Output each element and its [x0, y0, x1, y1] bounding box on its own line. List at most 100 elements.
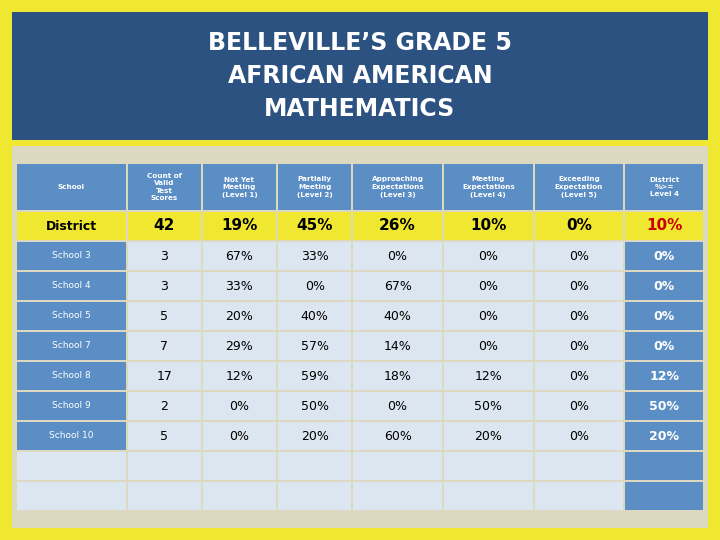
Text: Meeting
Expectations
(Level 4): Meeting Expectations (Level 4) — [462, 177, 515, 198]
Bar — [278, 422, 351, 450]
Bar — [535, 482, 624, 510]
Bar — [444, 362, 533, 390]
Bar — [203, 242, 276, 270]
Text: 0%: 0% — [654, 309, 675, 322]
Bar — [127, 272, 201, 300]
Bar — [535, 212, 624, 240]
Text: 0%: 0% — [569, 369, 589, 382]
Bar — [278, 272, 351, 300]
Bar — [535, 242, 624, 270]
Bar — [354, 422, 442, 450]
Text: 0%: 0% — [387, 249, 408, 262]
Text: School 10: School 10 — [49, 431, 94, 441]
Bar — [278, 482, 351, 510]
Text: 20%: 20% — [474, 429, 503, 442]
Bar — [127, 302, 201, 330]
Bar — [127, 392, 201, 420]
Bar — [278, 332, 351, 360]
Text: 0%: 0% — [569, 280, 589, 293]
Text: 0%: 0% — [569, 400, 589, 413]
Bar — [17, 302, 125, 330]
Bar — [127, 482, 201, 510]
Text: 5: 5 — [161, 309, 168, 322]
Bar — [444, 212, 533, 240]
Bar — [17, 212, 125, 240]
Text: 33%: 33% — [301, 249, 328, 262]
Bar — [444, 164, 533, 210]
Bar — [17, 452, 125, 480]
Bar — [278, 362, 351, 390]
Bar — [203, 482, 276, 510]
Text: 0%: 0% — [654, 249, 675, 262]
Bar — [535, 422, 624, 450]
Bar — [203, 272, 276, 300]
Bar — [535, 392, 624, 420]
Bar — [535, 452, 624, 480]
Text: District
%>=
Level 4: District %>= Level 4 — [649, 177, 679, 198]
Text: Exceeding
Expectation
(Level 5): Exceeding Expectation (Level 5) — [555, 177, 603, 198]
Bar — [354, 272, 442, 300]
Text: 0%: 0% — [569, 340, 589, 353]
Bar — [444, 332, 533, 360]
Text: 20%: 20% — [301, 429, 328, 442]
Text: 0%: 0% — [478, 249, 498, 262]
Bar — [626, 302, 703, 330]
Bar — [626, 212, 703, 240]
Bar — [17, 482, 125, 510]
Bar — [278, 302, 351, 330]
Bar — [354, 242, 442, 270]
Bar — [535, 332, 624, 360]
Bar — [17, 242, 125, 270]
Bar — [626, 422, 703, 450]
Bar — [535, 302, 624, 330]
Bar — [17, 422, 125, 450]
Text: 0%: 0% — [566, 219, 592, 233]
Text: 10%: 10% — [646, 219, 683, 233]
Bar — [535, 272, 624, 300]
Bar — [278, 242, 351, 270]
Text: 0%: 0% — [569, 309, 589, 322]
Text: 12%: 12% — [474, 369, 502, 382]
Bar — [444, 482, 533, 510]
Text: 19%: 19% — [221, 219, 258, 233]
Text: 20%: 20% — [225, 309, 253, 322]
Text: 0%: 0% — [569, 429, 589, 442]
Bar — [17, 392, 125, 420]
Bar — [127, 422, 201, 450]
Bar — [535, 164, 624, 210]
Text: 50%: 50% — [474, 400, 503, 413]
Text: 5: 5 — [161, 429, 168, 442]
Bar — [354, 164, 442, 210]
Bar — [12, 146, 708, 528]
Text: School 8: School 8 — [52, 372, 91, 381]
Text: 3: 3 — [161, 280, 168, 293]
Bar — [354, 482, 442, 510]
Text: School 4: School 4 — [52, 281, 91, 291]
Text: 60%: 60% — [384, 429, 412, 442]
Text: 0%: 0% — [569, 249, 589, 262]
Text: 59%: 59% — [301, 369, 328, 382]
Text: 67%: 67% — [384, 280, 412, 293]
Text: 0%: 0% — [478, 309, 498, 322]
Text: District: District — [46, 219, 97, 233]
Text: 0%: 0% — [387, 400, 408, 413]
Text: 14%: 14% — [384, 340, 412, 353]
Text: 67%: 67% — [225, 249, 253, 262]
Bar — [127, 362, 201, 390]
Bar — [203, 164, 276, 210]
Bar — [444, 392, 533, 420]
Bar — [444, 242, 533, 270]
Bar — [278, 452, 351, 480]
Text: 10%: 10% — [470, 219, 506, 233]
Text: 50%: 50% — [301, 400, 328, 413]
Bar — [127, 332, 201, 360]
Text: 0%: 0% — [654, 340, 675, 353]
Text: 57%: 57% — [301, 340, 328, 353]
Text: School: School — [58, 184, 85, 190]
Text: 2: 2 — [161, 400, 168, 413]
Bar — [626, 482, 703, 510]
Bar — [354, 302, 442, 330]
Text: 0%: 0% — [230, 429, 249, 442]
Bar — [17, 164, 125, 210]
Bar — [127, 212, 201, 240]
